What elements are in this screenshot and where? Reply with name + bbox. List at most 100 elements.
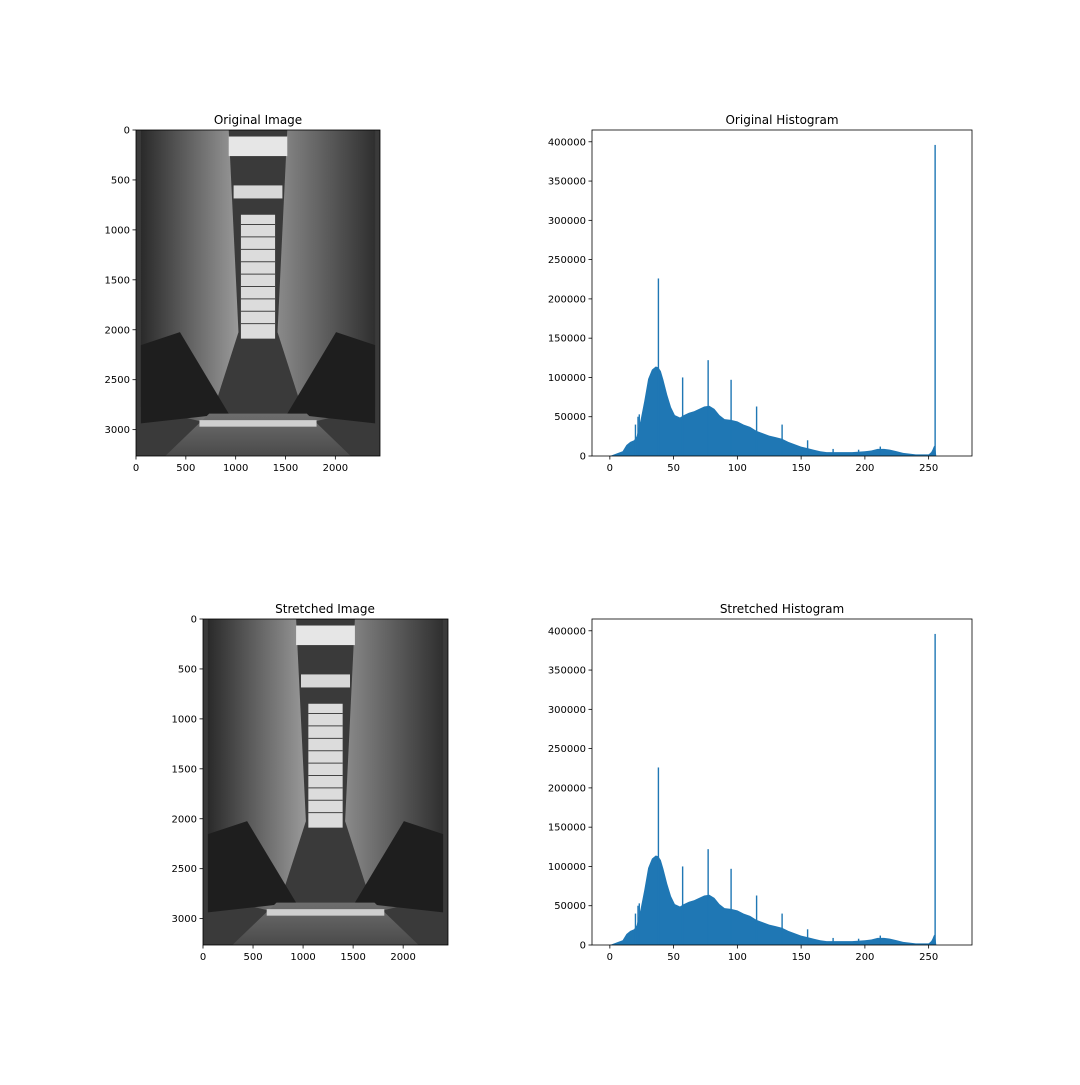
panel-original-histogram: Original Histogram 0 50 100 150 200 250 0 50000… — [548, 113, 973, 474]
histogram-spike — [657, 767, 660, 945]
y-tick-label: 300000 — [548, 705, 586, 716]
histogram-spike — [638, 414, 640, 456]
y-tick-label: 0 — [580, 452, 586, 463]
y-tick-label: 100000 — [548, 862, 586, 873]
y-tick-label: 1500 — [105, 275, 130, 286]
y-tick-label: 400000 — [548, 626, 586, 637]
histogram-bars — [609, 855, 937, 945]
skylight-middle — [301, 674, 350, 688]
stair-rail-right — [287, 332, 376, 424]
y-tick-label: 1500 — [172, 764, 197, 775]
histogram-spike — [781, 913, 783, 945]
y-tick-label: 150000 — [548, 334, 586, 345]
stair-rail-left — [140, 332, 229, 424]
histogram-spike — [637, 416, 639, 456]
y-tick-label: 100000 — [548, 373, 586, 384]
histogram-spike — [806, 929, 809, 945]
y-tick-label: 400000 — [548, 137, 586, 148]
panel-stretched-histogram: Stretched Histogram 0 50 100 150 200 250 0 5000… — [548, 602, 973, 963]
histogram-spike — [857, 449, 860, 456]
histogram-spike — [634, 424, 637, 456]
histogram-spike — [806, 440, 809, 456]
histogram-bars — [609, 366, 937, 456]
histogram-spike — [657, 278, 660, 456]
photo-stretched — [203, 619, 448, 945]
axes-spines — [202, 618, 449, 946]
y-tick-label: 150000 — [548, 823, 586, 834]
y-tick-label: 200000 — [548, 783, 586, 794]
y-tick-label: 500 — [111, 175, 130, 186]
histogram-spike — [638, 903, 640, 945]
histogram-spike — [934, 633, 936, 945]
histogram-stretched: 0 50 100 150 200 250 0 50000 100000 150000 200000 2… — [548, 618, 973, 963]
chart-title: Stretched Image — [275, 602, 375, 616]
skylight-middle — [233, 185, 283, 199]
y-tick-label: 3000 — [105, 425, 130, 436]
x-tick-label: 150 — [792, 463, 811, 474]
histogram-spike — [730, 379, 732, 456]
y-tick-label: 50000 — [554, 901, 586, 912]
x-tick-label: 0 — [607, 463, 613, 474]
x-tick-label: 500 — [176, 463, 195, 474]
histogram-spike — [755, 895, 758, 945]
stair-rail-left — [207, 821, 297, 913]
floor-stripes — [199, 420, 317, 427]
histogram-spike — [934, 144, 936, 457]
x-tick-label: 200 — [855, 463, 874, 474]
x-tick-label: 50 — [667, 463, 680, 474]
histogram-spike — [707, 849, 709, 945]
y-tick-label: 1000 — [105, 225, 130, 236]
x-tick-label: 2000 — [390, 952, 415, 963]
stair-rail-right — [354, 821, 444, 913]
histogram-spike — [730, 868, 732, 945]
x-tick-label: 100 — [728, 952, 747, 963]
skylight-top — [228, 136, 288, 157]
x-tick-label: 150 — [792, 952, 811, 963]
axes-frame: 0 500 1000 1500 2000 0 500 1000 1500 2000 2500 3000 — [105, 126, 381, 474]
window-far — [308, 703, 343, 828]
panel-stretched-image: Stretched Image 0 500 1000 1500 2000 0 500 1000… — [172, 602, 449, 963]
axes-frame: 0 500 1000 1500 2000 0 500 1000 1500 2000 2500 3000 — [172, 615, 449, 963]
histogram-spike — [681, 866, 684, 945]
floor-stripes — [266, 909, 385, 916]
histogram-spike — [781, 424, 783, 456]
histogram-spike — [857, 938, 860, 945]
y-tick-label: 2000 — [105, 325, 130, 336]
x-tick-label: 1500 — [273, 463, 298, 474]
x-tick-label: 200 — [855, 952, 874, 963]
skylight-top — [296, 625, 355, 646]
y-tick-label: 50000 — [554, 412, 586, 423]
window-far — [240, 214, 276, 339]
y-tick-label: 2000 — [172, 814, 197, 825]
photo-original — [136, 130, 380, 456]
axes-spines — [135, 129, 381, 457]
y-tick-label: 0 — [580, 941, 586, 952]
chart-title: Original Histogram — [725, 113, 838, 127]
x-tick-label: 100 — [728, 463, 747, 474]
x-tick-label: 1500 — [340, 952, 365, 963]
y-tick-label: 300000 — [548, 216, 586, 227]
histogram-spike — [637, 905, 639, 945]
y-tick-label: 350000 — [548, 666, 586, 677]
panel-original-image: Original Image 0 500 1000 1500 2000 0 500 1000 1… — [105, 113, 381, 474]
histogram-spike — [634, 913, 637, 945]
histogram-spike — [879, 446, 881, 456]
chart-title: Original Image — [214, 113, 302, 127]
y-tick-label: 200000 — [548, 294, 586, 305]
histogram-spike — [755, 406, 758, 456]
axes-spines — [591, 618, 973, 946]
chart-title: Stretched Histogram — [720, 602, 844, 616]
y-tick-label: 0 — [124, 126, 130, 137]
y-tick-label: 2500 — [172, 864, 197, 875]
x-tick-label: 0 — [133, 463, 139, 474]
y-tick-label: 1000 — [172, 714, 197, 725]
x-tick-label: 0 — [607, 952, 613, 963]
x-tick-label: 500 — [243, 952, 262, 963]
y-tick-label: 500 — [178, 664, 197, 675]
y-tick-label: 250000 — [548, 744, 586, 755]
histogram-spike — [832, 937, 834, 945]
y-tick-label: 2500 — [105, 375, 130, 386]
x-tick-label: 250 — [919, 463, 938, 474]
